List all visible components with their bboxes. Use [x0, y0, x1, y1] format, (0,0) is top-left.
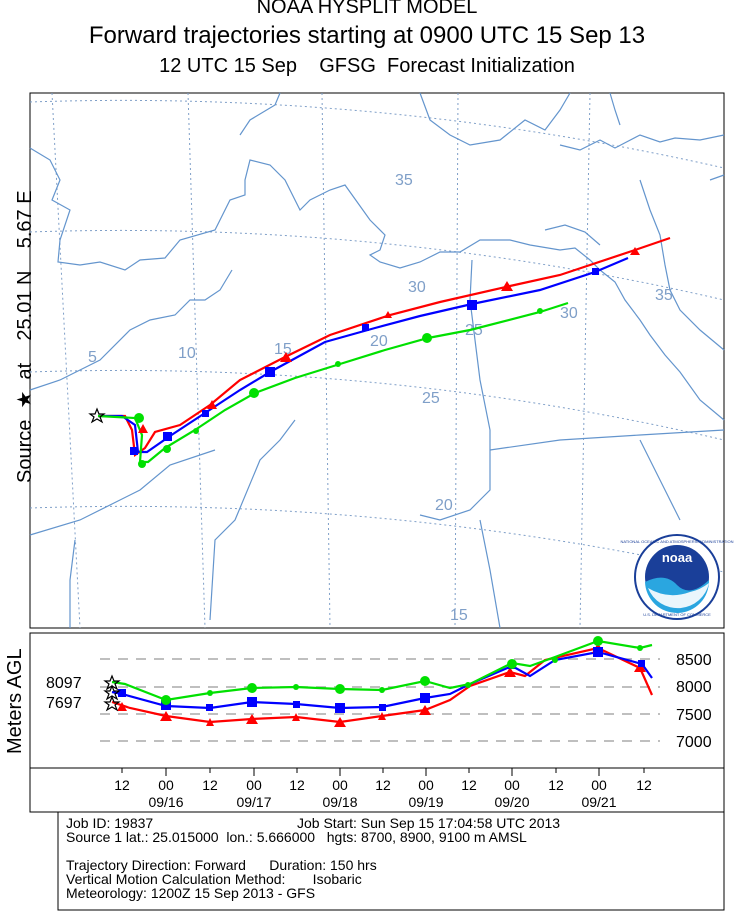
- title-line-1: NOAA HYSPLIT MODEL: [256, 0, 478, 18]
- hour-label: 12: [114, 777, 130, 793]
- coastlines-boundaries: [29, 92, 725, 629]
- trajectory-green: [97, 301, 569, 464]
- job-start: Job Start: Sun Sep 15 17:04:58 UTC 2013: [297, 815, 561, 831]
- noaa-ring-text: NATIONAL OCEANIC AND ATMOSPHERIC ADMINIS…: [621, 539, 734, 544]
- title-line-3: 12 UTC 15 Sep GFSG Forecast Initializati…: [159, 55, 575, 77]
- hour-label: 00: [246, 777, 262, 793]
- hour-label: 00: [504, 777, 520, 793]
- info-panel-frame: [57, 811, 725, 911]
- title-line-2: Forward trajectories starting at 0900 UT…: [88, 22, 646, 49]
- hour-label: 12: [375, 777, 391, 793]
- date-label: 09/17: [236, 794, 271, 810]
- hour-label: 12: [548, 777, 564, 793]
- height-tick-8000: 8000: [676, 679, 712, 696]
- lon-label-20: 20: [370, 333, 388, 350]
- grid-labels: 35 30 25 20 15 5 10 15 20 25 30 35: [88, 172, 673, 624]
- noaa-bottom-text: U.S. DEPARTMENT OF COMMERCE: [643, 612, 711, 617]
- lon-label-25: 25: [465, 322, 483, 339]
- map-trajectories: [97, 236, 671, 464]
- hour-label: 12: [636, 777, 652, 793]
- date-label: 09/19: [408, 794, 443, 810]
- hour-label: 00: [418, 777, 434, 793]
- lon-label-10: 10: [178, 345, 196, 362]
- date-label: 09/18: [322, 794, 357, 810]
- lat-label-25: 25: [422, 390, 440, 407]
- lat-label-35: 35: [395, 172, 413, 189]
- time-labels: 12 00 12 00 12 00 12 00 12 00 12 00 12 0…: [114, 777, 652, 810]
- height-ticks: 8500 8000 7500 7000 8097 7697: [46, 652, 712, 751]
- height-gridlines: [100, 658, 660, 742]
- vertical-motion: Vertical Motion Calculation Method: Isob…: [66, 871, 362, 887]
- hour-label: 12: [202, 777, 218, 793]
- map-markers: [88, 247, 640, 468]
- height-tick-8500: 8500: [676, 652, 712, 669]
- lat-label-30: 30: [408, 279, 426, 296]
- lat-lon-grid: [29, 92, 725, 629]
- lat-label-15: 15: [450, 607, 468, 624]
- lon-label-15: 15: [274, 341, 292, 358]
- source-height-7697: 7697: [46, 695, 82, 712]
- hour-label: 00: [591, 777, 607, 793]
- lat-label-20: 20: [435, 497, 453, 514]
- lon-label-35: 35: [655, 287, 673, 304]
- noaa-logo: noaa NATIONAL OCEANIC AND ATMOSPHERIC AD…: [621, 534, 734, 620]
- trajectory-red: [98, 236, 671, 457]
- trajectory-blue: [98, 256, 629, 454]
- job-id: Job ID: 19837: [66, 815, 154, 831]
- height-trajectory-blue: [111, 650, 653, 710]
- source-location-label: Source ★ at 25.01 N 5.67 E: [14, 190, 36, 483]
- lon-label-5: 5: [88, 349, 97, 366]
- lon-label-30: 30: [560, 305, 578, 322]
- meters-agl-label: Meters AGL: [4, 648, 26, 754]
- date-label: 09/21: [581, 794, 616, 810]
- height-tick-7000: 7000: [676, 734, 712, 751]
- source-height-8097: 8097: [46, 675, 82, 692]
- map-frame: [29, 92, 725, 629]
- height-markers: [103, 636, 646, 727]
- hour-label: 12: [461, 777, 477, 793]
- trajectory-direction: Trajectory Direction: Forward Duration: …: [66, 857, 377, 873]
- hour-label: 00: [332, 777, 348, 793]
- noaa-logo-text: noaa: [662, 550, 693, 565]
- date-label: 09/20: [494, 794, 529, 810]
- height-tick-7500: 7500: [676, 707, 712, 724]
- source-info: Source 1 lat.: 25.015000 lon.: 5.666000 …: [66, 829, 527, 845]
- time-ticks: [121, 768, 645, 776]
- height-panel-frame: [29, 632, 725, 769]
- meteorology: Meteorology: 1200Z 15 Sep 2013 - GFS: [66, 885, 316, 901]
- date-label: 09/16: [148, 794, 183, 810]
- hour-label: 00: [158, 777, 174, 793]
- hour-label: 12: [289, 777, 305, 793]
- source-star-icon: [88, 407, 106, 424]
